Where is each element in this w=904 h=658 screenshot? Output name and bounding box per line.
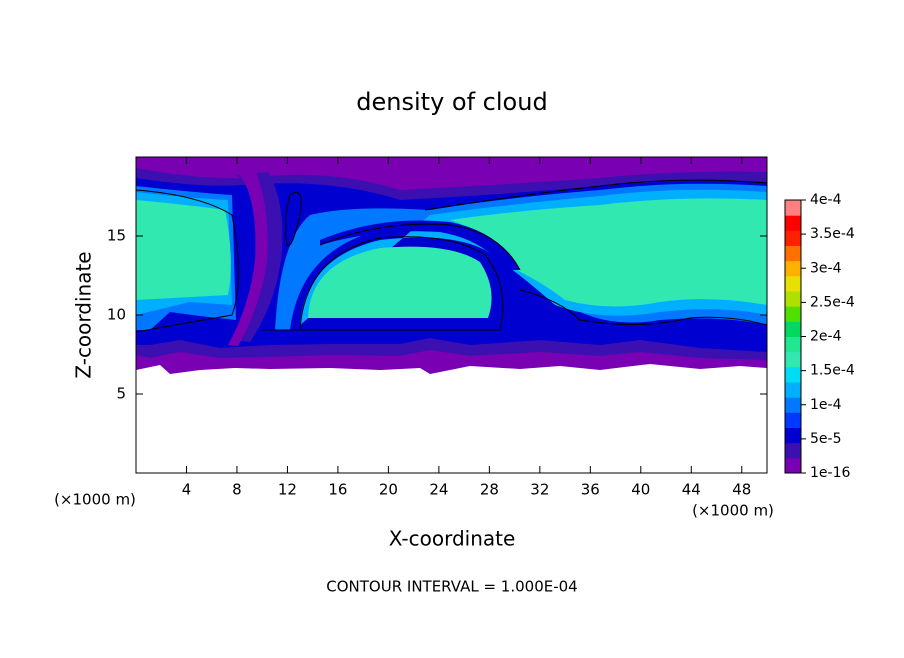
x-axis-label: X-coordinate [389,527,516,551]
colorbar-label: 1.5e-4 [810,363,855,379]
x-tick-label: 40 [631,481,650,499]
colorbar-band [785,291,801,307]
colorbar-label: 5e-5 [810,431,841,447]
colorbar-band [785,230,801,246]
y-tick-label: 15 [107,227,126,245]
x-tick-label: 48 [732,481,751,499]
colorbar-label: 3.5e-4 [810,226,855,242]
colorbar-label: 4e-4 [810,192,842,208]
x-tick-label: 8 [232,481,242,499]
colorbar-band [785,442,801,459]
colorbar-label: 2e-4 [810,329,842,345]
colorbar-band [785,351,801,368]
colorbar-label: 3e-4 [810,260,842,276]
x-tick-label: 44 [682,481,701,499]
x-tick-label: 36 [581,481,600,499]
y-tick-label: 10 [107,306,126,324]
colorbar-band [785,382,801,398]
colorbar-label: 1e-4 [810,397,842,413]
contour-field [136,157,767,473]
colorbar-band [785,245,801,262]
colorbar-band [785,336,801,353]
x-tick-label: 28 [480,481,499,499]
annotation: CONTOUR INTERVAL = 1.000E-04 [326,578,577,596]
colorbar-band [785,457,801,474]
colorbar-label: 1e-16 [810,465,850,481]
y-axis-label: Z-coordinate [72,251,96,378]
x-tick-label: 20 [379,481,398,499]
colorbar-band [785,306,801,322]
x-tick-label: 16 [328,481,347,499]
colorbar-band [785,427,801,444]
colorbar-band [785,215,801,231]
colorbar-band [785,321,801,337]
x-tick-label: 32 [530,481,549,499]
colorbar-band [785,275,801,292]
colorbar-band [785,260,801,277]
colorbar-band [785,412,801,428]
y-tick-label: 5 [116,385,126,403]
y-unit: (×1000 m) [54,491,136,509]
x-unit: (×1000 m) [692,502,774,520]
colorbar-band [785,366,801,383]
x-tick-label: 12 [278,481,297,499]
x-tick-label: 24 [429,481,448,499]
colorbar-band [785,397,801,413]
colorbar-band [785,200,801,216]
x-tick-label: 4 [182,481,192,499]
colorbar-label: 2.5e-4 [810,294,855,310]
chart-title: density of cloud [356,88,547,116]
